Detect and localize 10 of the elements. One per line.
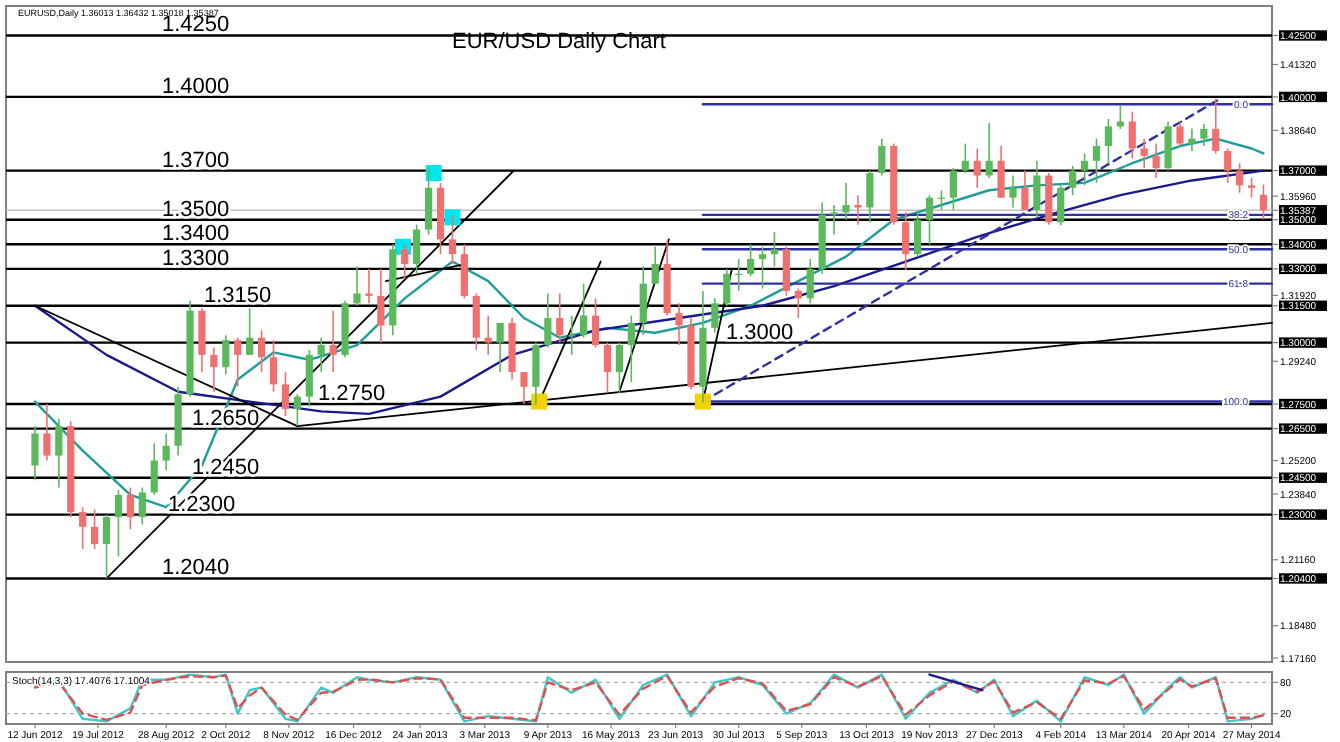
ref-line-label: 1.4250	[162, 13, 230, 38]
ref-line-label: 1.3150	[204, 283, 272, 308]
ref-line-label: 1.2750	[318, 382, 386, 407]
ref-line-label: 1.4000	[162, 74, 230, 99]
ref-line-label: 1.2040	[162, 556, 230, 581]
ref-line-label: 1.3700	[162, 148, 230, 173]
ref-line-label: 1.3500	[162, 197, 230, 222]
ref-line-label: 1.3300	[162, 246, 230, 271]
ref-line-label: 1.3000	[726, 320, 794, 345]
ref-line-label: 1.3400	[162, 222, 230, 247]
